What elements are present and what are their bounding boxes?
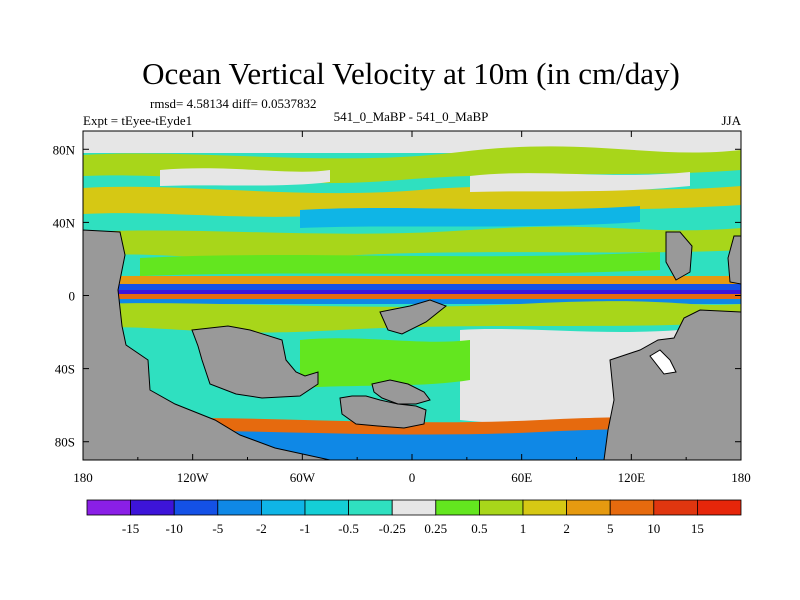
experiment-label: Expt = tEyee-tEyde1	[83, 113, 192, 128]
y-tick-label: 80S	[55, 435, 75, 450]
colorbar-box	[435, 499, 480, 516]
north-white-patch-2	[470, 172, 690, 192]
colorbar-label: 0.25	[424, 521, 447, 536]
colorbar-label: -1	[300, 521, 311, 536]
colorbar-box	[217, 499, 262, 516]
subtropical-green	[140, 252, 660, 276]
colorbar-box	[522, 499, 567, 516]
colorbar-box	[260, 499, 306, 516]
colorbar-label: -0.25	[379, 521, 406, 536]
colorbar-box	[609, 499, 655, 516]
land-africa-tip	[379, 299, 447, 335]
land-masses	[83, 229, 741, 460]
x-tick-label: 180	[73, 470, 93, 485]
y-tick-label: 40N	[53, 215, 76, 230]
x-tick-label: 180	[731, 470, 751, 485]
colorbar-label: -5	[212, 521, 223, 536]
land-white-island	[649, 349, 677, 375]
land-antarctic-island	[371, 379, 431, 405]
colorbar-box	[348, 499, 393, 516]
equator-orange-south	[83, 294, 741, 299]
equator-purple	[83, 290, 741, 294]
colorbar-label: 5	[607, 521, 614, 536]
land-americas	[83, 229, 331, 460]
equator-blue-2	[83, 299, 741, 304]
colorbar-box	[86, 499, 131, 516]
y-tick-label: 80N	[53, 142, 76, 157]
y-axis: 80N 40N 0 40S 80S	[53, 142, 741, 450]
center-label: 541_0_MaBP - 541_0_MaBP	[334, 109, 489, 124]
north-cyan-band	[300, 206, 640, 228]
colorbar-label: -10	[166, 521, 183, 536]
velocity-bands	[83, 131, 741, 460]
colorbar-label: -15	[122, 521, 139, 536]
south-green-patch	[300, 338, 470, 388]
equator-blue-1	[83, 284, 741, 290]
colorbar-box	[304, 499, 349, 516]
tropical-north-band	[83, 226, 741, 259]
season-label: JJA	[721, 113, 741, 128]
stats-label: rmsd= 4.58134 diff= 0.0537832	[150, 96, 316, 111]
colorbar-label: 1	[520, 521, 527, 536]
chart-title: Ocean Vertical Velocity at 10m (in cm/da…	[142, 56, 680, 91]
x-tick-label: 60E	[511, 470, 532, 485]
colorbar-label: -2	[256, 521, 267, 536]
x-tick-label: 0	[409, 470, 416, 485]
map-plot-area	[83, 131, 741, 460]
colorbar-box	[697, 499, 742, 516]
colorbar-box	[130, 499, 175, 516]
land-australia-asia	[603, 309, 741, 460]
colorbar-box	[173, 499, 219, 516]
colorbar-label: 10	[647, 521, 660, 536]
colorbar-box	[391, 499, 437, 516]
x-axis: 180 120W 60W 0 60E 120E 180	[73, 131, 751, 485]
y-tick-label: 40S	[55, 362, 75, 377]
land-antarctic-east	[339, 395, 427, 429]
colorbar-box	[566, 499, 611, 516]
north-white-patch-1	[160, 168, 330, 186]
land-south-america	[191, 325, 319, 399]
colorbar: -15 -10 -5 -2 -1 -0.5 -0.25 0.25 0.5 1 2 5 10 15	[86, 499, 742, 536]
colorbar-label: 0.5	[471, 521, 487, 536]
equator-orange-north	[83, 276, 741, 284]
x-tick-label: 120E	[618, 470, 646, 485]
x-tick-label: 120W	[177, 470, 210, 485]
land-pacific-edge	[727, 235, 741, 285]
colorbar-label: 2	[563, 521, 570, 536]
colorbar-label: -0.5	[338, 521, 359, 536]
colorbar-box	[653, 499, 698, 516]
land-asia-north	[665, 231, 693, 281]
colorbar-label: 15	[691, 521, 704, 536]
x-tick-label: 60W	[290, 470, 316, 485]
colorbar-box	[478, 499, 524, 516]
y-tick-label: 0	[69, 289, 76, 304]
